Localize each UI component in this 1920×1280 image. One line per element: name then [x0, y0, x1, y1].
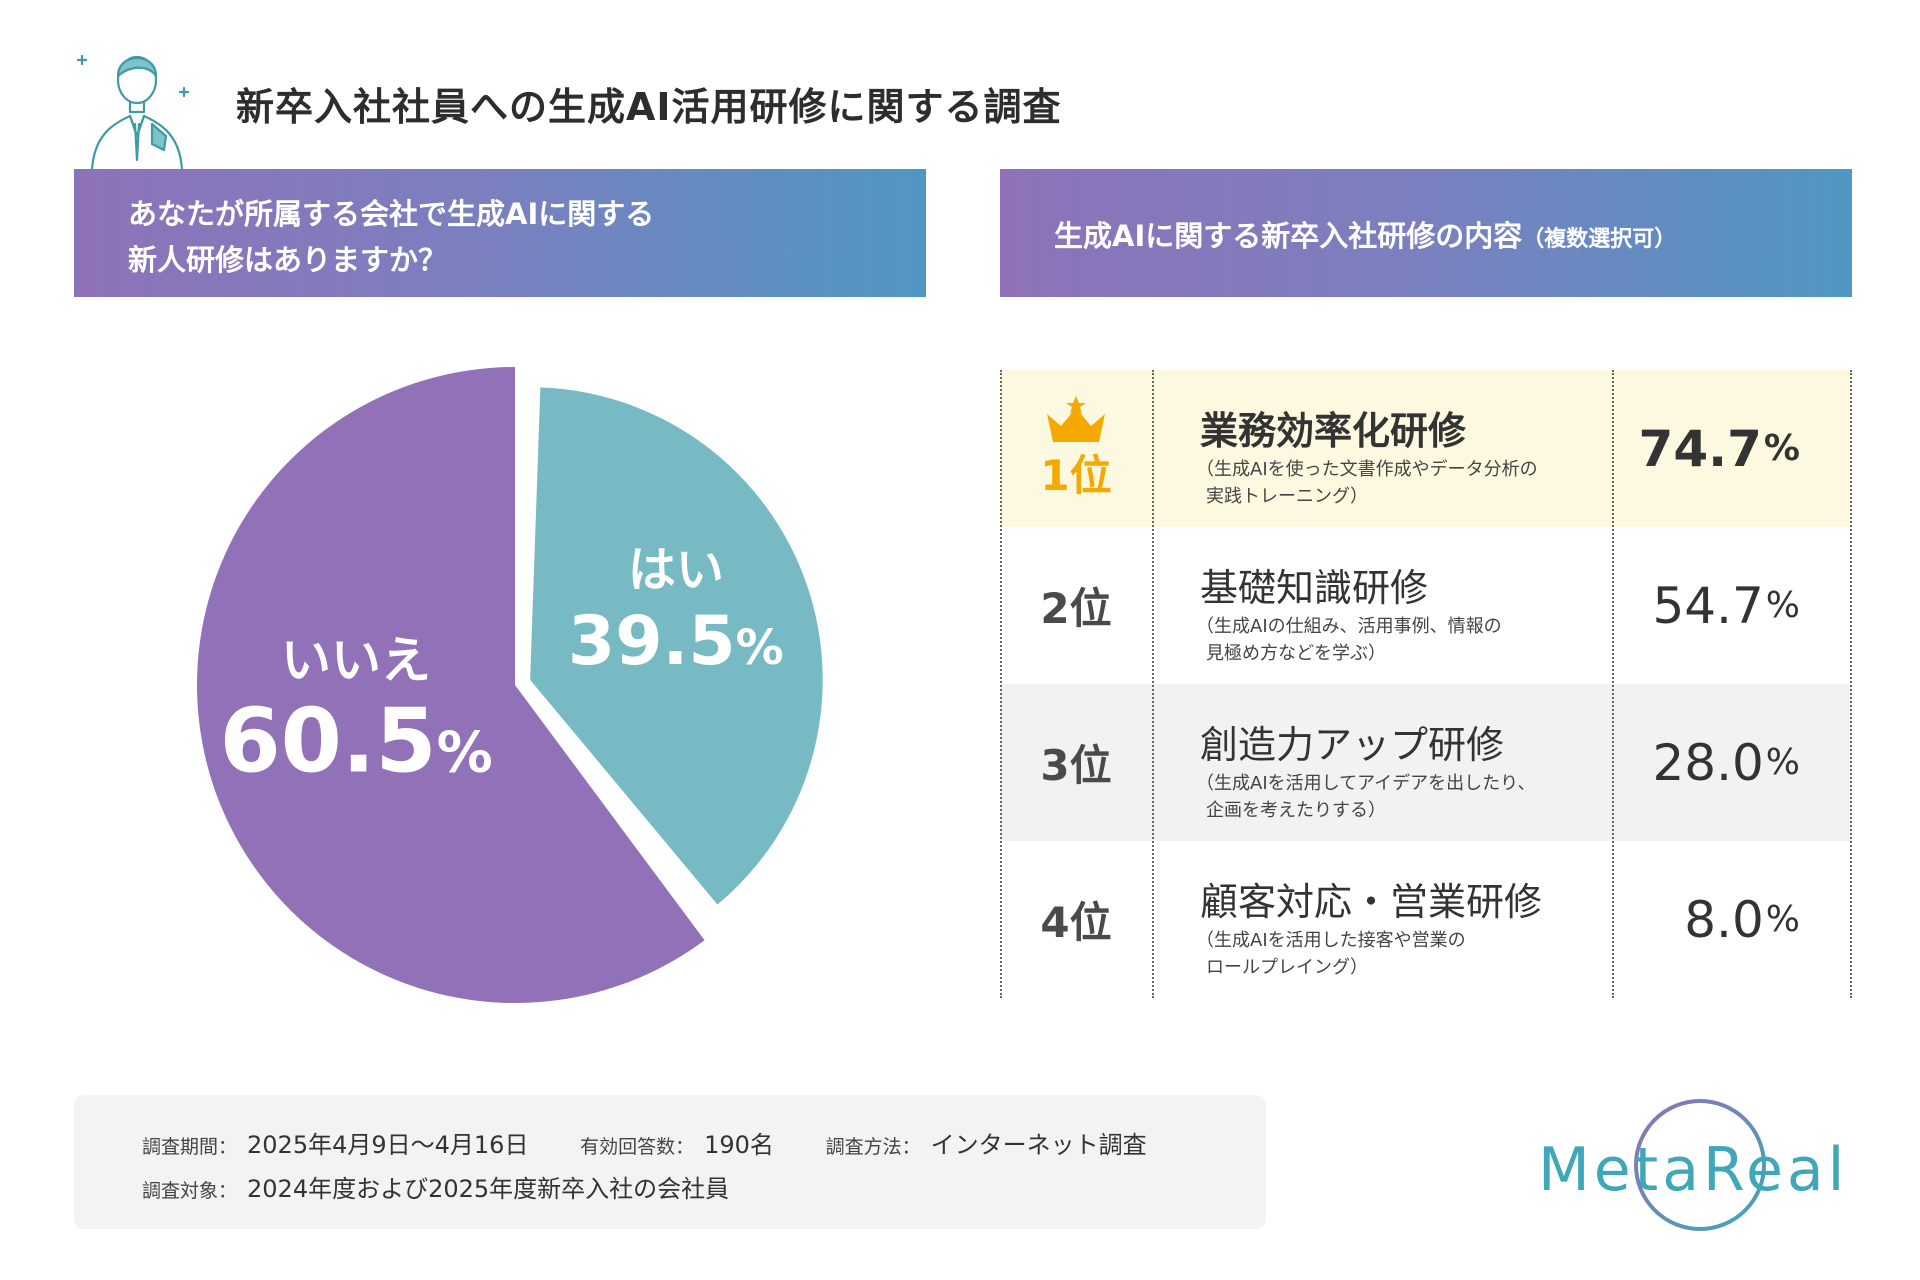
training-value-1-unit: %: [1763, 428, 1800, 469]
logo-text: MetaReal: [1538, 1135, 1848, 1205]
training-value-4-number: 8.0: [1684, 890, 1764, 949]
rank-label-2: 2位: [1040, 584, 1112, 633]
businessman-icon: [76, 54, 190, 170]
training-value-2: 54.7%: [1652, 527, 1800, 684]
crown-icon: [1047, 396, 1105, 442]
ranking-question-note: （複数選択可）: [1522, 227, 1677, 252]
training-value-4-unit: %: [1765, 899, 1800, 940]
ranking-question-header: 生成AIに関する新卒入社研修の内容（複数選択可）: [1000, 169, 1852, 297]
training-value-4: 8.0%: [1684, 841, 1800, 998]
training-desc-4: （生成AIを活用した接客や営業のロールプレイング）: [1196, 927, 1596, 981]
pie-label-no: いいえ: [281, 631, 431, 689]
pie-value-no: 60.5%: [219, 689, 492, 792]
training-desc-1-line1: （生成AIを使った文書作成やデータ分析の: [1196, 459, 1538, 480]
responses-value: 190名: [704, 1131, 774, 1159]
ranking-row-3: 3位 創造力アップ研修 （生成AIを活用してアイデアを出したり、企画を考えたりす…: [1000, 684, 1852, 841]
training-value-3: 28.0%: [1652, 684, 1800, 841]
ranking-table: 1位 業務効率化研修 （生成AIを使った文書作成やデータ分析の実践トレーニング）…: [1000, 370, 1852, 998]
training-desc-1-line2: 実践トレーニング）: [1206, 486, 1368, 507]
training-value-3-number: 28.0: [1652, 733, 1764, 792]
table-divider: [1000, 370, 1002, 998]
rank-label-3: 3位: [1040, 741, 1112, 790]
training-desc-2: （生成AIの仕組み、活用事例、情報の見極め方などを学ぶ）: [1196, 613, 1596, 667]
pie-chart: はい 39.5% いいえ 60.5%: [196, 367, 823, 1003]
method-value: インターネット調査: [930, 1131, 1147, 1159]
training-value-1: 74.7%: [1639, 370, 1800, 527]
training-desc-4-line2: ロールプレイング）: [1206, 957, 1368, 978]
survey-info-line2: 調査対象： 2024年度および2025年度新卒入社の会社員: [142, 1169, 1266, 1213]
pie-question-line1: あなたが所属する会社で生成AIに関する: [128, 197, 655, 231]
training-name-1: 業務効率化研修: [1200, 409, 1467, 453]
pie-slice-yes: [530, 387, 823, 905]
rank-label-4: 4位: [1040, 898, 1112, 947]
pie-label-yes: はい: [628, 542, 724, 598]
table-divider: [1612, 370, 1614, 998]
training-value-2-unit: %: [1765, 585, 1800, 626]
ranking-question: 生成AIに関する新卒入社研修の内容: [1054, 219, 1523, 253]
ranking-row-4: 4位 顧客対応・営業研修 （生成AIを活用した接客や営業のロールプレイング） 8…: [1000, 841, 1852, 998]
ranking-row-1: 1位 業務効率化研修 （生成AIを使った文書作成やデータ分析の実践トレーニング）…: [1000, 370, 1852, 527]
training-name-2: 基礎知識研修: [1200, 566, 1429, 610]
training-value-1-number: 74.7: [1638, 419, 1762, 478]
table-divider: [1152, 370, 1154, 998]
training-desc-1: （生成AIを使った文書作成やデータ分析の実践トレーニング）: [1196, 456, 1596, 510]
training-name-4: 顧客対応・営業研修: [1200, 880, 1543, 924]
training-desc-2-line1: （生成AIの仕組み、活用事例、情報の: [1196, 616, 1502, 637]
pie-question-line2: 新人研修はありますか？: [128, 243, 448, 277]
survey-info-line1: 調査期間： 2025年4月9日〜4月16日 有効回答数： 190名 調査方法： インタ…: [142, 1125, 1266, 1169]
target-value: 2024年度および2025年度新卒入社の会社員: [247, 1175, 730, 1203]
ranking-row-2: 2位 基礎知識研修 （生成AIの仕組み、活用事例、情報の見極め方などを学ぶ） 5…: [1000, 527, 1852, 684]
period-label: 調査期間：: [142, 1136, 238, 1158]
training-desc-3-line1: （生成AIを活用してアイデアを出したり、: [1196, 773, 1536, 794]
responses-label: 有効回答数：: [580, 1136, 695, 1158]
training-name-3: 創造力アップ研修: [1200, 723, 1505, 767]
table-divider: [1850, 370, 1852, 998]
training-desc-3: （生成AIを活用してアイデアを出したり、企画を考えたりする）: [1196, 770, 1596, 824]
training-desc-4-line1: （生成AIを活用した接客や営業の: [1196, 930, 1466, 951]
period-value: 2025年4月9日〜4月16日: [247, 1131, 529, 1159]
page-title: 新卒入社社員への生成AI活用研修に関する調査: [236, 85, 1062, 129]
training-value-2-number: 54.7: [1652, 576, 1764, 635]
training-desc-3-line2: 企画を考えたりする）: [1206, 800, 1386, 821]
target-label: 調査対象：: [142, 1180, 238, 1202]
pie-value-yes: 39.5%: [568, 602, 784, 681]
training-value-3-unit: %: [1765, 742, 1800, 783]
method-label: 調査方法：: [825, 1136, 921, 1158]
rank-label-1: 1位: [1040, 451, 1112, 500]
metareal-logo: MetaReal: [1538, 1099, 1848, 1231]
training-desc-2-line2: 見極め方などを学ぶ）: [1206, 643, 1386, 664]
pie-question-header: あなたが所属する会社で生成AIに関する 新人研修はありますか？: [74, 169, 926, 297]
survey-info-box: 調査期間： 2025年4月9日〜4月16日 有効回答数： 190名 調査方法： インタ…: [74, 1095, 1266, 1229]
pie-slice-no: [196, 367, 705, 1003]
